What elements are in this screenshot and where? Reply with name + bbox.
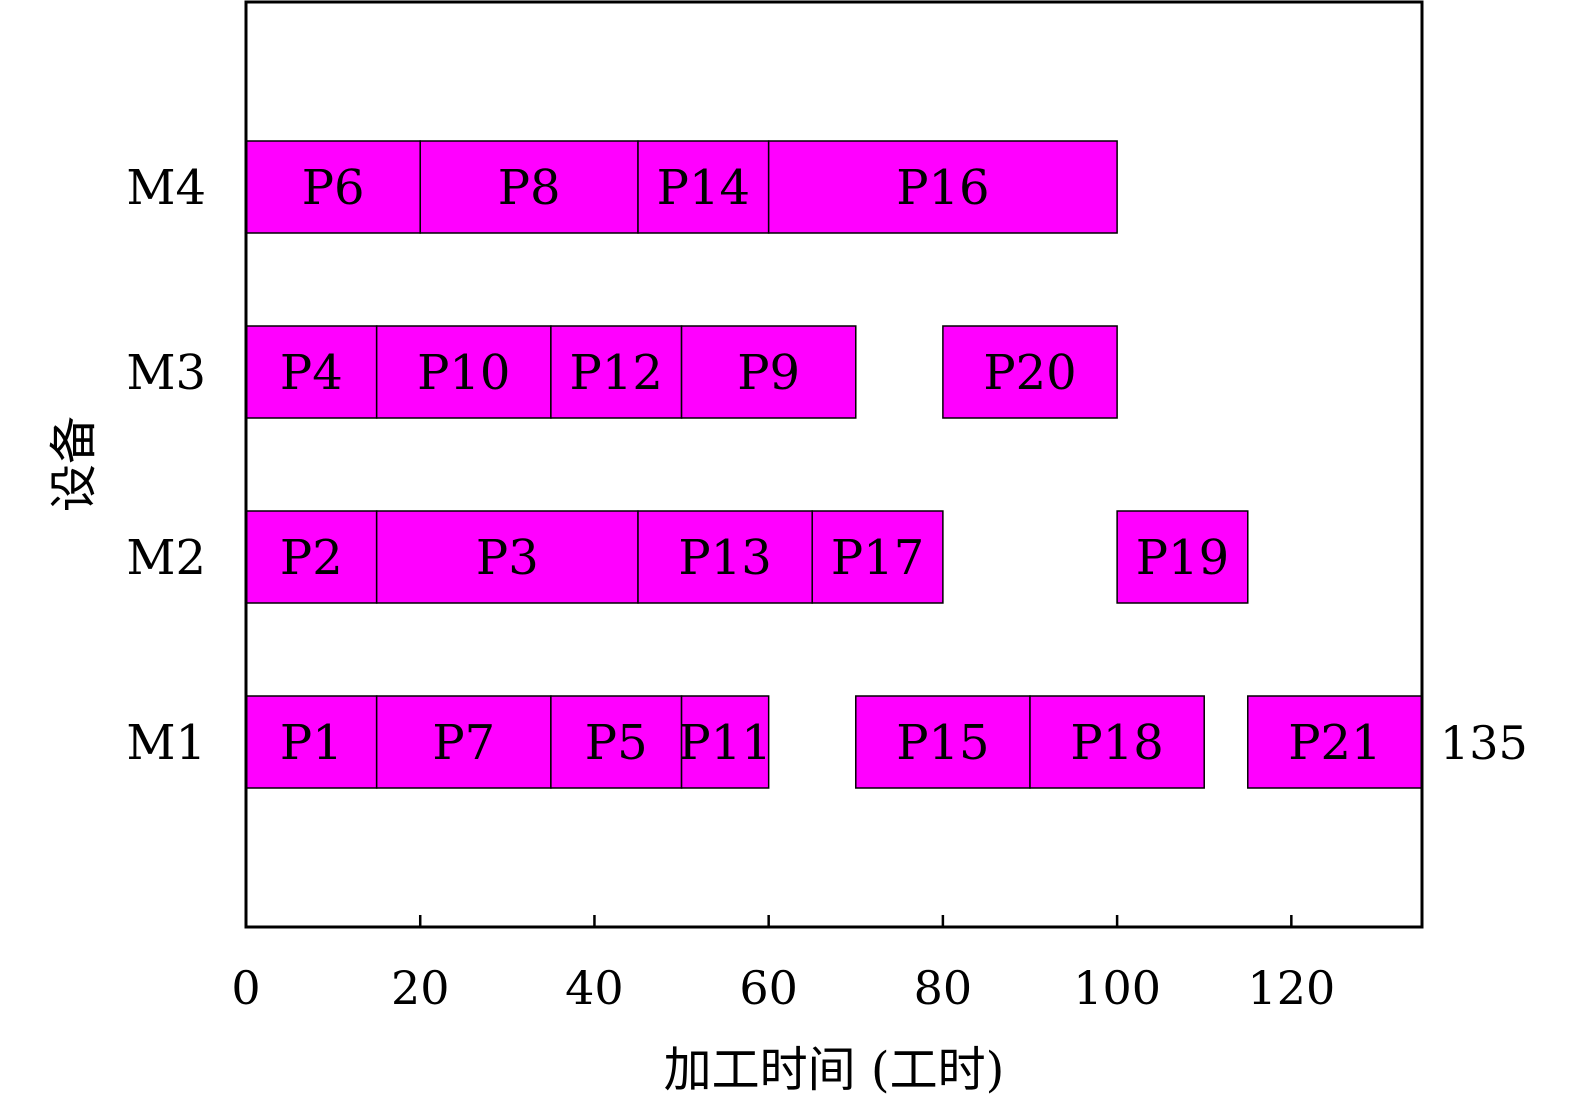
task-bar-p20 [942,325,1118,419]
plot-frame [244,0,1424,929]
task-bar-p5 [550,695,683,789]
task-bar-p9 [680,325,857,419]
task-label-p7: P7 [432,715,495,771]
task-bar-p16 [767,140,1118,234]
task-label-p11: P11 [678,715,771,771]
x-tick-label: 80 [914,961,973,1015]
task-bar-p7 [375,695,552,789]
machine-label-m1: M1 [126,715,206,771]
x-tick-label: 20 [391,961,450,1015]
y-axis-label: 设备 [46,416,102,512]
task-bar-p15 [855,695,1031,789]
annotations: 135 [1440,716,1528,770]
task-label-p3: P3 [476,530,539,586]
task-label-p17: P17 [831,530,924,586]
task-label-p4: P4 [280,345,343,401]
x-tick-label: 40 [565,961,624,1015]
task-bar-p21 [1247,695,1423,789]
task-bar-p1 [245,695,378,789]
x-axis-ticks: 0 20 40 60 80 100 120 [231,915,1335,1015]
task-bar-p14 [637,140,770,234]
task-label-p16: P16 [896,160,989,216]
machine-label-m2: M2 [126,530,206,586]
y-axis-labels: M1 M2 M3 M4 [126,160,206,771]
machine-label-m4: M4 [126,160,206,216]
task-label-p2: P2 [280,530,343,586]
task-label-p8: P8 [498,160,561,216]
task-bar-p3 [375,510,639,604]
task-bar-p17 [811,510,944,604]
task-label-p6: P6 [302,160,365,216]
task-label-p12: P12 [570,345,663,401]
task-bar-p4 [245,325,378,419]
task-bar-p19 [1116,510,1249,604]
task-bar-p13 [637,510,813,604]
task-bar-p18 [1029,695,1205,789]
task-label-p10: P10 [417,345,510,401]
task-label-p18: P18 [1070,715,1163,771]
task-label-p20: P20 [983,345,1076,401]
task-label-p21: P21 [1288,715,1381,771]
x-tick-label: 60 [739,961,798,1015]
task-label-p9: P9 [737,345,800,401]
task-label-p14: P14 [657,160,750,216]
x-tick-label: 0 [231,961,260,1015]
task-bar-p8 [419,140,639,234]
makespan-annotation: 135 [1440,716,1528,770]
machine-label-m3: M3 [126,345,206,401]
task-label-p13: P13 [678,530,771,586]
task-bar-p10 [375,325,552,419]
task-bar-p11 [680,695,770,789]
task-label-p5: P5 [585,715,648,771]
task-label-p15: P15 [896,715,989,771]
x-axis-label: 加工时间 (工时) [664,1042,1005,1098]
task-label-p1: P1 [280,715,343,771]
task-bars: P1 P7 P5 P11 P15 P18 P21 P2 P3 P13 P17 P19 P4 P10 P12 P… [245,140,1423,789]
x-tick-label: 120 [1247,961,1335,1015]
x-tick-label: 100 [1073,961,1161,1015]
task-label-p19: P19 [1136,530,1229,586]
